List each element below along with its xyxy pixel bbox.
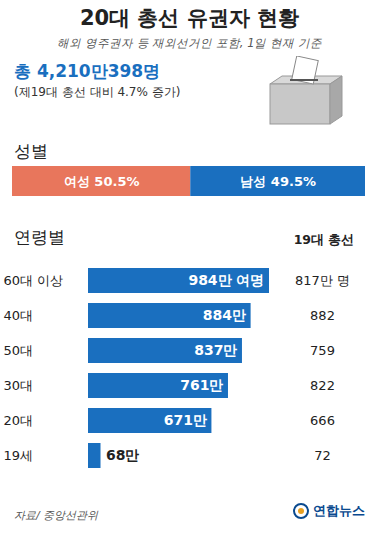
html-text:총 4,210만398명: 총 4,210만398명 xyxy=(14,61,161,81)
html-text:연합뉴스: 연합뉴스 xyxy=(313,503,365,518)
svg-text:884만: 884만 xyxy=(203,307,246,323)
svg-text:666: 666 xyxy=(310,413,335,428)
html-text:(제19대 총선 대비 4.7% 증가): (제19대 총선 대비 4.7% 증가) xyxy=(14,85,181,99)
svg-text:761만: 761만 xyxy=(180,377,223,393)
svg-text:984만 여명: 984만 여명 xyxy=(188,272,264,288)
svg-text:30대: 30대 xyxy=(4,378,34,393)
svg-text:여성 50.5%: 여성 50.5% xyxy=(64,174,140,189)
svg-text:50대: 50대 xyxy=(4,343,34,358)
svg-text:남성 49.5%: 남성 49.5% xyxy=(240,174,316,189)
html-text:연령별: 연령별 xyxy=(14,227,65,247)
svg-text:822: 822 xyxy=(310,378,335,393)
html-text:성별: 성별 xyxy=(14,141,48,161)
svg-text:72: 72 xyxy=(314,448,331,463)
svg-text:759: 759 xyxy=(310,343,335,358)
html-text:해외 영주권자 등 재외선거인 포함, 1일 현재 기준: 해외 영주권자 등 재외선거인 포함, 1일 현재 기준 xyxy=(57,36,322,50)
svg-text:817만 명: 817만 명 xyxy=(295,273,350,288)
svg-text:837만: 837만 xyxy=(194,342,237,358)
html-text:19대 총선: 19대 총선 xyxy=(293,232,355,247)
svg-text:68만: 68만 xyxy=(106,447,139,463)
svg-text:882: 882 xyxy=(310,308,335,323)
svg-text:40대: 40대 xyxy=(4,308,34,323)
svg-text:60대 이상: 60대 이상 xyxy=(4,273,64,288)
svg-text:20대: 20대 xyxy=(4,413,34,428)
html-text:20대 총선 유권자 현황: 20대 총선 유권자 현황 xyxy=(79,6,300,30)
svg-text:19세: 19세 xyxy=(4,448,34,463)
html-text:자료/ 중앙선관위: 자료/ 중앙선관위 xyxy=(14,509,99,522)
svg-text:671만: 671만 xyxy=(164,412,207,428)
